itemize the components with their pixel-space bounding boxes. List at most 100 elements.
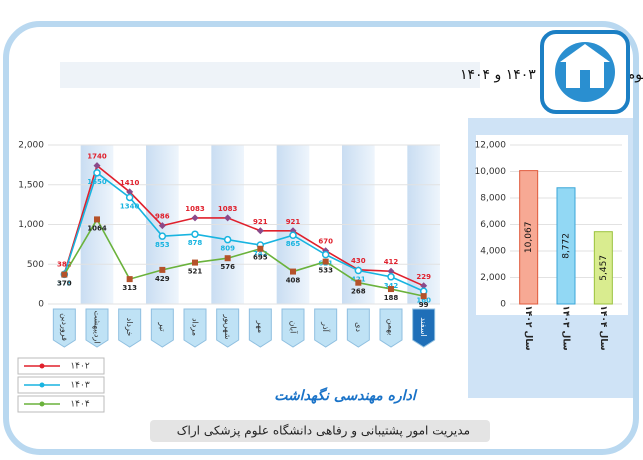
marker bbox=[191, 214, 199, 222]
marker bbox=[289, 231, 297, 239]
organization: مدیریت امور پشتیبانی و رفاهی دانشگاه علو… bbox=[177, 424, 470, 439]
marker bbox=[126, 276, 133, 283]
marker bbox=[224, 214, 232, 222]
data-label: 521 bbox=[188, 268, 203, 276]
month-tag bbox=[314, 308, 338, 348]
bar bbox=[593, 231, 613, 305]
marker bbox=[420, 282, 428, 290]
marker bbox=[388, 286, 394, 293]
marker bbox=[158, 232, 167, 240]
legend-marker bbox=[39, 363, 45, 369]
data-label: 429 bbox=[155, 275, 170, 283]
month-tag bbox=[216, 308, 240, 348]
department: اداره مهندسی نگهداشت bbox=[274, 387, 418, 404]
data-label: 268 bbox=[351, 288, 366, 296]
data-label: 576 bbox=[220, 263, 235, 271]
marker bbox=[191, 230, 199, 238]
marker bbox=[322, 258, 329, 265]
x-tick-label: دی bbox=[354, 322, 363, 332]
month-tag bbox=[150, 308, 174, 348]
data-label: 408 bbox=[286, 277, 301, 285]
x-tick-label: اردیبهشت bbox=[93, 311, 102, 344]
y-tick-label: 2,000 bbox=[18, 141, 44, 151]
data-label: 865 bbox=[286, 240, 301, 248]
y-tick-label: 4,000 bbox=[480, 247, 506, 257]
data-label: 1340 bbox=[120, 202, 140, 210]
x-tick-label: سال ۱۴۰۲ bbox=[523, 305, 533, 350]
data-label: 430 bbox=[351, 257, 366, 265]
data-label: 533 bbox=[318, 267, 333, 275]
marker bbox=[159, 266, 166, 273]
marker bbox=[125, 193, 134, 202]
month-tag bbox=[248, 308, 272, 348]
x-tick-label: آذر bbox=[321, 321, 331, 332]
y-tick-label: 12,000 bbox=[475, 141, 507, 151]
data-label: 188 bbox=[384, 294, 399, 302]
month-tag bbox=[379, 308, 403, 348]
y-tick-label: 8,000 bbox=[480, 194, 506, 204]
data-label: 921 bbox=[286, 218, 301, 226]
month-tag bbox=[281, 308, 305, 348]
footer-bar bbox=[150, 420, 490, 442]
month-tag bbox=[52, 308, 76, 348]
marker bbox=[224, 255, 231, 262]
marker bbox=[257, 245, 264, 252]
y-tick-label: 0 bbox=[38, 300, 44, 310]
data-label: 809 bbox=[220, 245, 235, 253]
logo bbox=[540, 30, 630, 114]
x-tick-label: مهر bbox=[256, 320, 265, 333]
data-label: 986 bbox=[155, 213, 170, 221]
legend-label: ۱۴۰۳ bbox=[70, 381, 90, 391]
x-tick-label: فروردین bbox=[60, 313, 69, 341]
bar bbox=[556, 187, 576, 305]
marker bbox=[223, 235, 232, 244]
data-label: 421 bbox=[351, 276, 366, 284]
month-tag bbox=[412, 308, 436, 348]
data-label: 5,457 bbox=[599, 255, 609, 281]
data-label: 370 bbox=[57, 280, 72, 288]
title-banner bbox=[60, 62, 480, 88]
bar bbox=[519, 170, 539, 305]
data-label: 1083 bbox=[185, 205, 205, 213]
month-tag bbox=[346, 308, 370, 348]
data-label: 878 bbox=[188, 239, 203, 247]
series-line bbox=[63, 171, 424, 293]
marker bbox=[94, 216, 100, 223]
data-label: 1064 bbox=[87, 224, 107, 232]
legend-label: ۱۴۰۲ bbox=[70, 362, 90, 372]
data-label: 342 bbox=[384, 282, 399, 290]
marker bbox=[354, 266, 363, 275]
month-tag bbox=[118, 308, 142, 348]
data-label: 670 bbox=[318, 238, 333, 246]
data-label: 229 bbox=[416, 273, 431, 281]
x-tick-label: تیر bbox=[158, 321, 167, 331]
marker bbox=[93, 169, 101, 177]
marker bbox=[290, 268, 296, 275]
marker bbox=[321, 250, 330, 259]
data-label: 1740 bbox=[87, 153, 107, 161]
legend-box bbox=[17, 376, 105, 394]
marker bbox=[61, 271, 68, 278]
data-label: 373 bbox=[57, 279, 72, 287]
legend-box bbox=[17, 357, 105, 375]
month-tag bbox=[183, 308, 207, 348]
y-tick-label: 6,000 bbox=[480, 220, 506, 230]
marker bbox=[387, 273, 395, 281]
marker bbox=[93, 162, 101, 170]
y-tick-label: 500 bbox=[27, 260, 44, 270]
x-tick-label: شهریور bbox=[223, 313, 232, 339]
legend-marker bbox=[39, 382, 45, 388]
marker bbox=[126, 188, 134, 196]
legend-marker bbox=[39, 401, 45, 407]
x-tick-label: سال ۱۴۰۳ bbox=[561, 305, 571, 350]
marker bbox=[158, 222, 166, 230]
x-tick-label: خرداد bbox=[125, 318, 134, 337]
x-tick-label: بهمن bbox=[387, 319, 396, 336]
data-label: 412 bbox=[384, 258, 399, 266]
marker bbox=[192, 259, 198, 266]
data-label: 382 bbox=[57, 261, 72, 269]
x-tick-label: آبان bbox=[289, 321, 299, 335]
data-label: 695 bbox=[253, 254, 268, 262]
